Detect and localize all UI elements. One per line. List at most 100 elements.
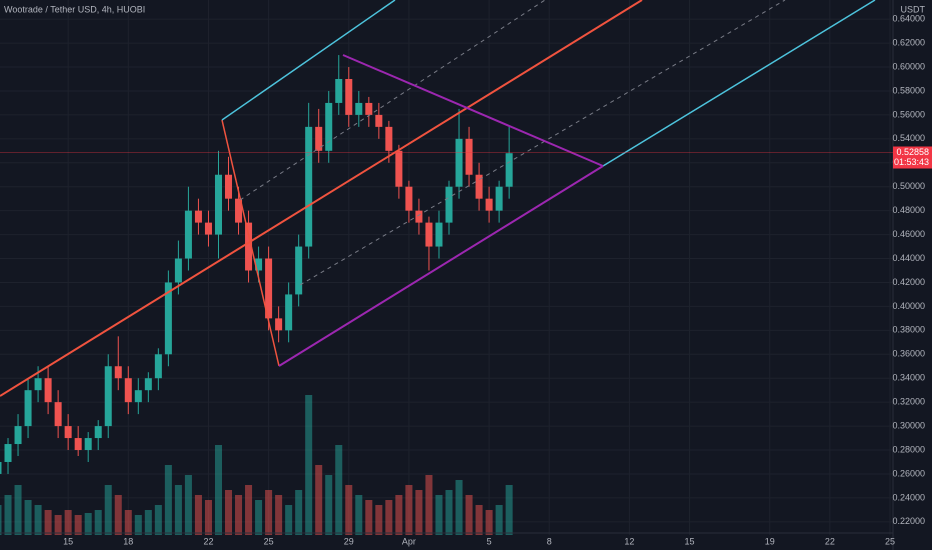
candle-body: [104, 366, 112, 427]
x-tick-label: 22: [825, 536, 835, 546]
candle-body: [255, 258, 263, 271]
candle-body: [475, 174, 483, 199]
candle-layer: [0, 55, 513, 474]
volume-bar: [395, 495, 403, 535]
y-tick-label: 0.62000: [892, 37, 925, 47]
candle-body: [154, 354, 162, 379]
y-tick-label: 0.46000: [892, 229, 925, 239]
candle-body: [365, 102, 373, 115]
candle-body: [74, 438, 82, 451]
volume-bar: [194, 495, 202, 535]
volume-bar: [365, 500, 373, 535]
volume-bar: [475, 505, 483, 535]
volume-bar: [265, 490, 273, 535]
volume-bar: [385, 500, 393, 535]
y-tick-label: 0.48000: [892, 205, 925, 215]
x-tick-label: 19: [765, 536, 775, 546]
y-tick-label: 0.24000: [892, 492, 925, 502]
drawings: [0, 0, 876, 397]
candle-body: [505, 153, 513, 187]
y-tick-label: 0.50000: [892, 181, 925, 191]
candle-body: [305, 126, 313, 247]
volume-bar: [235, 495, 243, 535]
candle-body: [235, 198, 243, 223]
volume-bar: [94, 510, 102, 535]
last-price-label: 0.52858: [896, 147, 929, 157]
x-tick-label: 25: [264, 536, 274, 546]
volume-bar: [485, 510, 493, 535]
candle-body: [455, 138, 463, 187]
candle-body: [425, 222, 433, 247]
candle-body: [285, 294, 293, 331]
candle-body: [335, 78, 343, 103]
volume-bar: [315, 465, 323, 535]
volume-bar: [405, 485, 413, 535]
x-tick-label: 22: [203, 536, 213, 546]
candle-body: [245, 222, 253, 271]
candle-body: [355, 102, 363, 115]
candle-body: [124, 378, 132, 403]
candle-body: [54, 402, 62, 427]
candle-body: [144, 378, 152, 391]
volume-bar: [445, 490, 453, 535]
volume-bar: [64, 510, 72, 535]
volume-bar: [325, 475, 333, 535]
triangle-bottom: [278, 165, 604, 367]
volume-bar: [74, 515, 82, 535]
y-tick-label: 0.64000: [892, 14, 925, 24]
y-tick-label: 0.58000: [892, 85, 925, 95]
volume-bar: [14, 485, 22, 535]
volume-bar: [465, 495, 473, 535]
volume-bar: [425, 475, 433, 535]
candle-body: [325, 102, 333, 151]
volume-bar: [355, 495, 363, 535]
y-tick-label: 0.28000: [892, 444, 925, 454]
volume-bar: [184, 475, 192, 535]
candle-body: [34, 378, 42, 391]
candle-body: [495, 186, 503, 211]
y-tick-label: 0.36000: [892, 349, 925, 359]
last-price-box: [893, 146, 932, 169]
candle-body: [345, 78, 353, 115]
x-tick-label: 5: [487, 536, 492, 546]
candle-body: [14, 426, 22, 445]
price-axis: [893, 0, 932, 550]
candle-body: [214, 174, 222, 235]
volume-bar: [124, 510, 132, 535]
volume-bar: [4, 495, 12, 535]
y-tick-label: 0.56000: [892, 109, 925, 119]
candle-body: [385, 126, 393, 151]
x-tick-label: 18: [123, 536, 133, 546]
y-tick-label: 0.60000: [892, 61, 925, 71]
candle-body: [4, 444, 12, 462]
candle-body: [84, 438, 92, 451]
candle-body: [164, 282, 172, 355]
volume-bar: [335, 445, 343, 535]
volume-bar: [305, 395, 313, 535]
volume-bar: [505, 485, 513, 535]
volume-bar: [285, 505, 293, 535]
unit-label: USDT: [901, 4, 926, 14]
volume-bar: [24, 500, 32, 535]
volume-bar: [44, 510, 52, 535]
y-tick-label: 0.38000: [892, 325, 925, 335]
volume-bar: [34, 505, 42, 535]
candle-body: [94, 426, 102, 439]
candle-body: [64, 426, 72, 439]
candle-body: [114, 366, 122, 379]
x-tick-label: 8: [547, 536, 552, 546]
volume-bar: [415, 490, 423, 535]
y-tick-label: 0.22000: [892, 516, 925, 526]
candle-body: [315, 126, 323, 151]
volume-bar: [214, 445, 222, 535]
lower-channel: [602, 0, 876, 167]
y-tick-label: 0.44000: [892, 253, 925, 263]
y-tick-label: 0.30000: [892, 420, 925, 430]
candle-body: [465, 138, 473, 175]
candle-body: [24, 390, 32, 427]
candle-body: [44, 378, 52, 403]
x-tick-label: 15: [63, 536, 73, 546]
dashed-line: [299, 0, 786, 286]
